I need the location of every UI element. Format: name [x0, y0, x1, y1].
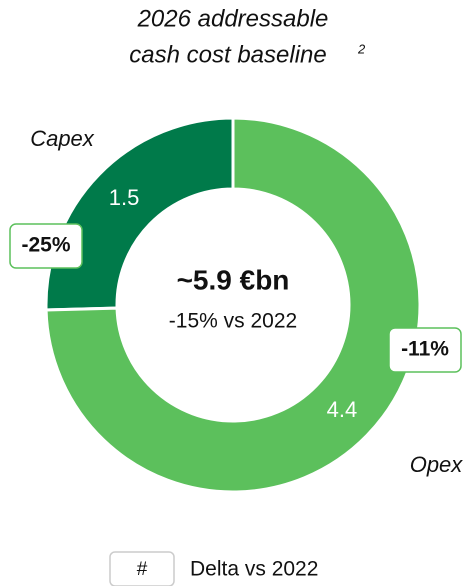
- delta-box: [388, 327, 462, 373]
- donut-slice: [44, 116, 422, 494]
- value-label: 4.4: [327, 397, 358, 422]
- legend-box: [109, 551, 175, 586]
- center-title: ~5.9 €bn: [177, 264, 290, 295]
- donut: [44, 116, 422, 494]
- center-subtitle: -15% vs 2022: [169, 310, 297, 333]
- title-superscript: 2: [357, 41, 366, 56]
- value-label: 1.5: [109, 185, 140, 210]
- delta-box: [9, 223, 83, 269]
- legend-label: Delta vs 2022: [190, 558, 318, 581]
- chart-title-line: cash cost baseline: [129, 41, 326, 68]
- chart-title-line: 2026 addressable: [137, 5, 329, 32]
- delta-label: -11%: [401, 338, 449, 361]
- category-label: Capex: [30, 126, 95, 151]
- category-label: Opex: [410, 452, 464, 477]
- legend-symbol: #: [137, 559, 148, 580]
- delta-label: -25%: [21, 234, 70, 257]
